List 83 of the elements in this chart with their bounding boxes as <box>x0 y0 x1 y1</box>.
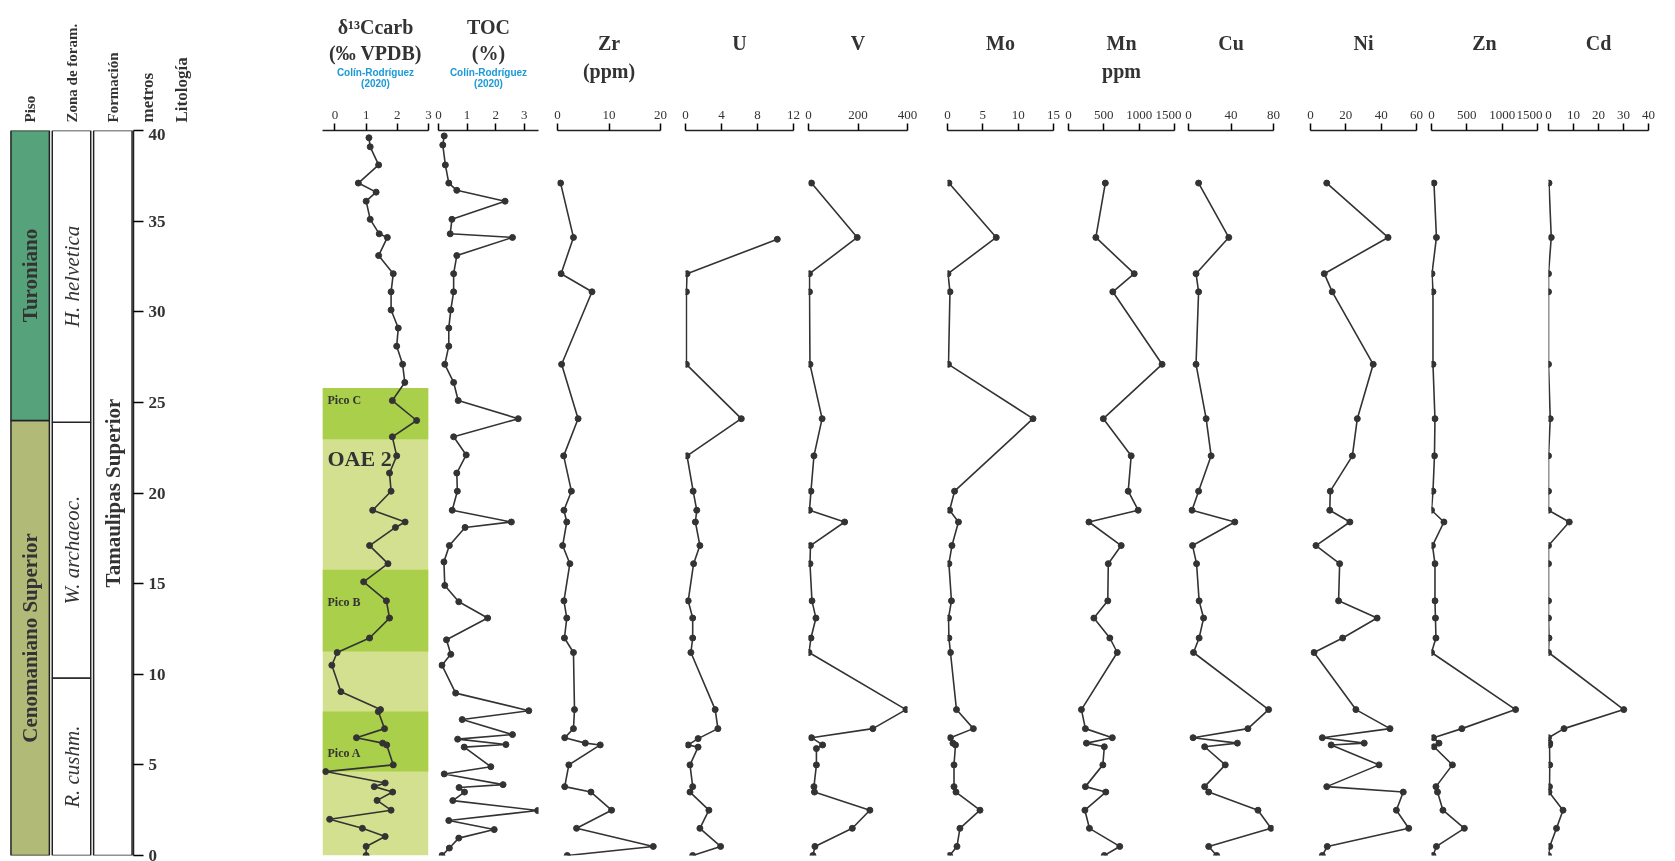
x-tick-label: 3 <box>520 106 528 122</box>
x-tick-label: 40 <box>1224 106 1238 122</box>
x-tick-label: Piso <box>22 95 39 123</box>
chart-subtitle: ppm <box>1102 59 1142 83</box>
x-tick-label: 1 <box>362 106 370 122</box>
x-tick-label: 80 <box>1267 106 1280 122</box>
band-label: Pico B <box>327 594 361 609</box>
x-tick-label: Zona de foram. <box>63 23 80 123</box>
x-tick-label: 2 <box>492 106 499 122</box>
y-tick-label: 40 <box>148 124 166 144</box>
y-tick-label: 30 <box>148 302 166 322</box>
x-tick-label: 40 <box>1374 106 1388 122</box>
x-tick-label: 4 <box>718 106 726 122</box>
y-axis-title: metros <box>138 72 157 123</box>
x-tick-label: 8 <box>754 106 761 122</box>
x-tick-label: 0 <box>1545 106 1552 122</box>
chart-subtitle: (ppm) <box>582 59 636 83</box>
x-tick-label: 1500 <box>1155 106 1182 122</box>
x-tick-label: 20 <box>1592 106 1605 122</box>
x-tick-label: 0 <box>1065 106 1072 122</box>
x-tick-label: 3 <box>425 106 432 122</box>
x-tick-label: 10 <box>602 106 616 122</box>
chart-title: Cu <box>1218 31 1244 54</box>
x-tick-label: 12 <box>787 106 800 122</box>
text: Colín-Rodríguez (2020) <box>336 67 415 89</box>
x-tick-label: 0 <box>682 106 689 122</box>
chart-title: TOC <box>467 15 510 38</box>
x-tick-label: 20 <box>1339 106 1353 122</box>
x-tick-label: 5 <box>979 106 987 122</box>
text: Litología <box>172 56 191 123</box>
y-tick-label: 10 <box>148 664 166 684</box>
chart-title: V <box>850 31 866 54</box>
x-tick-label: Formación <box>104 51 121 123</box>
data-label: R. cushm. <box>59 725 84 809</box>
x-tick-label: 30 <box>1617 106 1630 122</box>
x-tick-label: 0 <box>331 106 339 122</box>
x-tick-label: 2 <box>394 106 401 122</box>
data-label: H. helvetica <box>59 225 84 329</box>
chart-title: U <box>732 31 747 54</box>
chart-title: Zn <box>1472 31 1497 54</box>
data-label: Turoniano <box>18 228 43 323</box>
x-tick-label: 200 <box>848 106 868 122</box>
x-tick-label: 20 <box>654 106 667 122</box>
x-tick-label: 0 <box>805 106 812 122</box>
x-tick-label: 10 <box>1567 106 1580 122</box>
chart-title: δ¹³Ccarb <box>337 15 414 38</box>
x-tick-label: 500 <box>1457 106 1477 122</box>
chart-title: Cd <box>1585 31 1612 54</box>
chart-title: Mn <box>1106 31 1137 54</box>
x-tick-label: 10 <box>1011 106 1025 122</box>
band-label: Pico A <box>327 745 361 760</box>
x-tick-label: 60 <box>1410 106 1423 122</box>
x-tick-label: 0 <box>1428 106 1435 122</box>
chart-title: Ni <box>1353 31 1374 54</box>
x-tick-label: 0 <box>435 106 442 122</box>
chart-subtitle: (%) <box>471 41 506 65</box>
x-tick-label: 40 <box>1642 106 1655 122</box>
x-tick-label: 1 <box>463 106 471 122</box>
x-tick-label: 0 <box>554 106 561 122</box>
band-label: Pico C <box>327 392 362 407</box>
data-label: Cenomaniano Superior <box>18 533 43 743</box>
y-tick-label: 20 <box>148 483 166 503</box>
x-tick-label: 1500 <box>1516 106 1543 122</box>
chart-subtitle: (‰ VPDB) <box>329 41 422 65</box>
x-tick-label: 1000 <box>1489 106 1516 122</box>
data-label: W. archaeoc. <box>59 495 84 605</box>
y-tick-label: 35 <box>148 211 166 231</box>
chart-title: Zr <box>597 31 621 54</box>
x-tick-label: 0 <box>944 106 951 122</box>
x-tick-label: 500 <box>1094 106 1114 122</box>
y-tick-label: 5 <box>148 755 157 775</box>
band-label: OAE 2 <box>327 445 392 471</box>
x-tick-label: 400 <box>897 106 918 122</box>
x-tick-label: 0 <box>1307 106 1314 122</box>
text: Colín-Rodríguez (2020) <box>449 67 528 89</box>
y-tick-label: 15 <box>148 574 166 594</box>
data-label: Tamaulipas Superior <box>100 398 125 588</box>
chart-title: Mo <box>986 31 1015 54</box>
y-tick-label: 25 <box>148 392 166 412</box>
x-tick-label: 15 <box>1047 106 1060 122</box>
x-tick-label: 1000 <box>1126 106 1153 122</box>
x-tick-label: 0 <box>1185 106 1192 122</box>
y-tick-label: 0 <box>148 846 157 861</box>
